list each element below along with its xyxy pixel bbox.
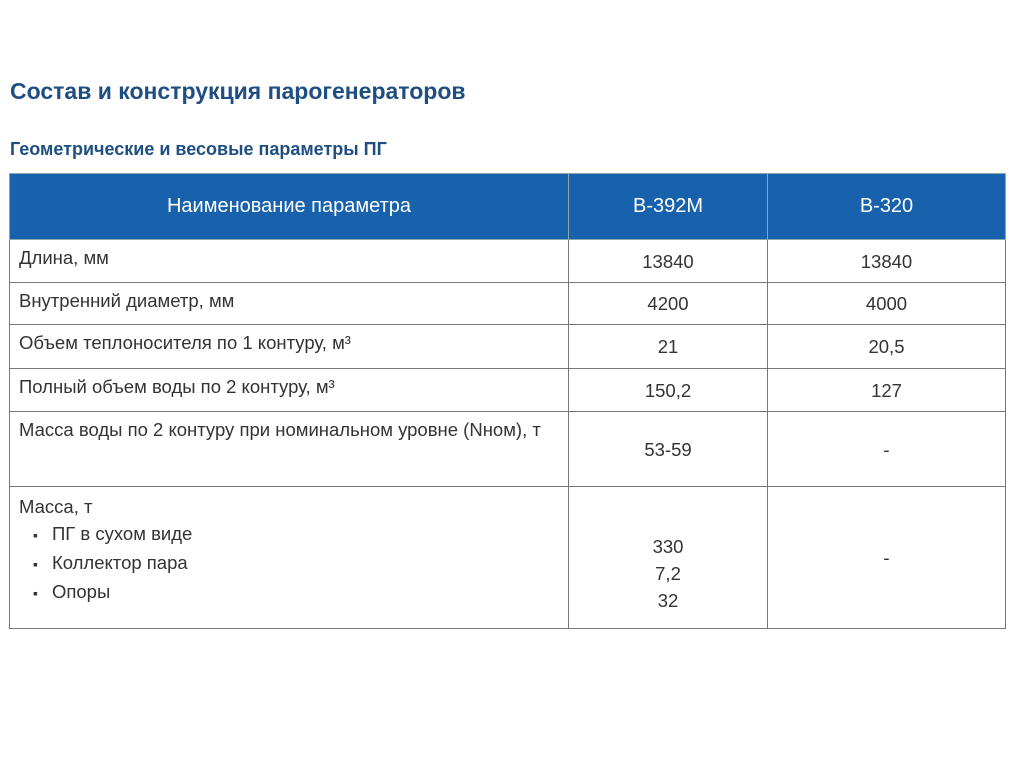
value-cell: 13840 bbox=[568, 239, 768, 283]
table-row: Внутренний диаметр, мм 4200 4000 bbox=[9, 282, 1006, 325]
value: 7,2 bbox=[655, 563, 681, 584]
value-cell: 330 7,2 32 bbox=[568, 486, 768, 629]
table-row: Объем теплоносителя по 1 контуру, м³ 21 20… bbox=[9, 324, 1006, 369]
value-cell: - bbox=[767, 486, 1006, 629]
table-row: Длина, мм 13840 13840 bbox=[9, 239, 1006, 283]
parameter-cell: Полный объем воды по 2 контуру, м³ bbox=[9, 368, 569, 412]
value-cell: 13840 bbox=[767, 239, 1006, 283]
list-item: Опоры bbox=[33, 578, 559, 607]
parameter-cell: Масса воды по 2 контуру при номинальном … bbox=[9, 411, 569, 487]
parameter-cell: Внутренний диаметр, мм bbox=[9, 282, 569, 325]
parameter-cell: Масса, т ПГ в сухом видеКоллектор параОпо… bbox=[9, 486, 569, 629]
value-cell: 4000 bbox=[767, 282, 1006, 325]
value-cell: 4200 bbox=[568, 282, 768, 325]
item-list: ПГ в сухом видеКоллектор параОпоры bbox=[19, 520, 559, 607]
parameter-cell: Объем теплоносителя по 1 контуру, м³ bbox=[9, 324, 569, 369]
table-row: Масса воды по 2 контуру при номинальном … bbox=[9, 411, 1006, 487]
title: Состав и конструкция парогенераторов bbox=[10, 78, 466, 104]
column-header: Наименование параметра bbox=[9, 173, 569, 240]
parameter-label: Масса, т bbox=[19, 496, 93, 517]
value-cell: 21 bbox=[568, 324, 768, 369]
parameters-table: Наименование параметра В-392М В-320 Длин… bbox=[9, 173, 1006, 629]
table-row: Полный объем воды по 2 контуру, м³ 150,2 1… bbox=[9, 368, 1006, 412]
value: 32 bbox=[657, 590, 679, 611]
column-header: В-392М bbox=[568, 173, 768, 240]
value-cell: - bbox=[767, 411, 1006, 487]
table-row: Масса, т ПГ в сухом видеКоллектор параОпо… bbox=[9, 486, 1006, 629]
header-row: Наименование параметра В-392М В-320 bbox=[9, 173, 1006, 240]
value-cell: 150,2 bbox=[568, 368, 768, 412]
column-header: В-320 bbox=[767, 173, 1006, 240]
table-body: Длина, мм 13840 13840 Внутренний диаметр, м… bbox=[9, 239, 1006, 629]
value-cell: 53-59 bbox=[568, 411, 768, 487]
list-item: Коллектор пара bbox=[33, 549, 559, 578]
list-item: ПГ в сухом виде bbox=[33, 520, 559, 549]
subtitle: Геометрические и весовые параметры ПГ bbox=[10, 139, 387, 159]
value-cell: 127 bbox=[767, 368, 1006, 412]
parameter-cell: Длина, мм bbox=[9, 239, 569, 283]
value-cell: 20,5 bbox=[767, 324, 1006, 369]
value: 330 bbox=[652, 536, 684, 557]
